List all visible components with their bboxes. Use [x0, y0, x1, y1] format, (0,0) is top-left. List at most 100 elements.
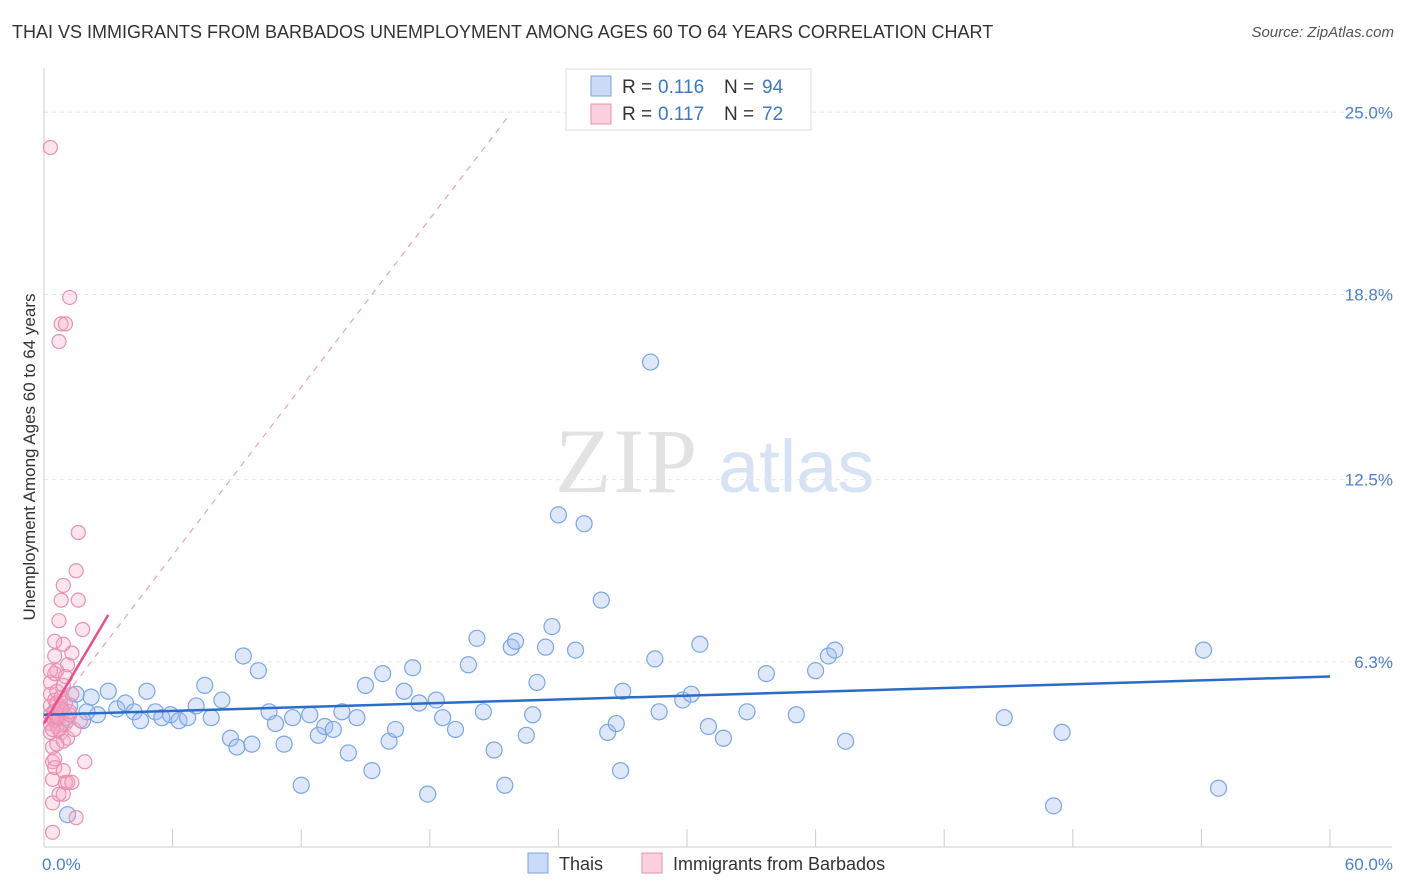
trend-line-thais — [43, 675, 1331, 716]
point-thais — [138, 682, 156, 700]
legend-swatch-thais — [590, 75, 612, 97]
point-thais — [614, 682, 632, 700]
legend-label-thais: Thais — [559, 854, 603, 874]
point-thais — [99, 682, 117, 700]
point-thais — [292, 776, 310, 794]
point-barbados — [74, 621, 91, 638]
point-thais — [221, 729, 240, 747]
legend-r-value: 0.116 — [658, 77, 704, 98]
point-thais — [1209, 779, 1228, 797]
point-barbados — [47, 751, 63, 767]
legend-r-label: R = — [622, 104, 652, 125]
legend-r-value: 0.117 — [658, 104, 704, 125]
point-barbados — [53, 316, 69, 332]
point-thais — [228, 738, 246, 756]
point-thais — [363, 761, 381, 780]
legend-swatch-thais — [527, 852, 549, 874]
point-thais — [496, 776, 514, 794]
legend-swatch-barbados — [590, 103, 612, 125]
chart-title: THAI VS IMMIGRANTS FROM BARBADOS UNEMPLO… — [12, 22, 994, 42]
point-thais — [88, 706, 107, 724]
svg-text:atlas: atlas — [718, 425, 874, 508]
point-barbados — [51, 786, 67, 802]
legend-n-value: 72 — [762, 104, 783, 125]
watermark: ZIP atlas — [555, 410, 874, 512]
legend-r-label: R = — [622, 77, 652, 98]
point-barbados — [42, 663, 59, 679]
point-barbados — [64, 774, 80, 790]
chart-source: Source: ZipAtlas.com — [1251, 24, 1394, 41]
point-thais — [202, 709, 220, 727]
point-barbados — [55, 577, 71, 594]
x-tick-label: 60.0% — [1345, 855, 1393, 874]
point-thais — [374, 665, 392, 683]
point-thais — [333, 703, 351, 721]
point-thais — [1053, 723, 1071, 741]
point-thais — [1194, 641, 1213, 659]
point-thais — [485, 741, 503, 759]
point-thais — [266, 714, 285, 733]
point-barbados — [51, 613, 67, 629]
point-barbados — [49, 736, 65, 752]
svg-text:ZIP: ZIP — [555, 410, 699, 512]
y-tick-label: 18.8% — [1345, 285, 1393, 304]
point-barbados — [77, 754, 93, 770]
point-thais — [646, 650, 664, 668]
point-thais — [506, 632, 525, 650]
point-thais — [468, 629, 486, 647]
point-thais — [566, 641, 585, 659]
legend-bottom: Thais Immigrants from Barbados — [527, 852, 885, 874]
point-thais — [738, 703, 756, 721]
point-barbados — [62, 704, 78, 720]
y-tick-label: 25.0% — [1345, 103, 1393, 122]
point-thais — [459, 656, 477, 674]
data-points — [42, 139, 1228, 840]
point-thais — [524, 706, 542, 724]
point-thais — [82, 688, 100, 706]
point-thais — [386, 720, 405, 739]
point-thais — [837, 732, 855, 750]
point-thais — [517, 726, 535, 744]
point-thais — [995, 709, 1013, 727]
point-thais — [196, 676, 214, 694]
point-thais — [806, 662, 825, 680]
point-thais — [339, 744, 357, 762]
point-barbados — [47, 633, 63, 649]
point-barbados — [55, 762, 71, 779]
point-thais — [714, 729, 733, 747]
point-thais — [234, 647, 252, 665]
point-barbados — [44, 824, 61, 840]
grid-lines — [44, 111, 1392, 663]
point-thais — [528, 673, 546, 692]
point-barbados — [70, 592, 86, 608]
point-barbados — [68, 563, 84, 579]
point-thais — [787, 706, 805, 724]
point-thais — [301, 706, 319, 724]
point-thais — [819, 647, 838, 665]
point-barbados — [57, 316, 74, 332]
point-barbados — [68, 810, 84, 826]
legend-top: R = 0.116 N = 94 R = 0.117 N = 72 — [565, 68, 812, 131]
point-thais — [474, 703, 492, 721]
point-thais — [404, 659, 422, 677]
point-barbados — [47, 760, 63, 776]
legend-label-barbados: Immigrants from Barbados — [673, 854, 885, 874]
point-thais — [592, 591, 610, 609]
point-thais — [356, 676, 375, 694]
point-barbados — [70, 524, 86, 541]
point-thais — [249, 662, 267, 680]
point-thais — [543, 617, 561, 636]
point-thais — [549, 506, 568, 524]
point-thais — [611, 761, 630, 780]
point-thais — [395, 682, 413, 700]
y-tick-label: 12.5% — [1345, 471, 1393, 490]
x-tick-label: 0.0% — [42, 855, 81, 874]
point-thais — [427, 691, 445, 709]
point-thais — [575, 515, 593, 533]
trend-line-barbados — [42, 614, 110, 725]
point-thais — [699, 717, 718, 736]
y-tick-label: 6.3% — [1354, 653, 1393, 672]
point-thais — [757, 665, 775, 683]
point-thais — [243, 735, 261, 753]
